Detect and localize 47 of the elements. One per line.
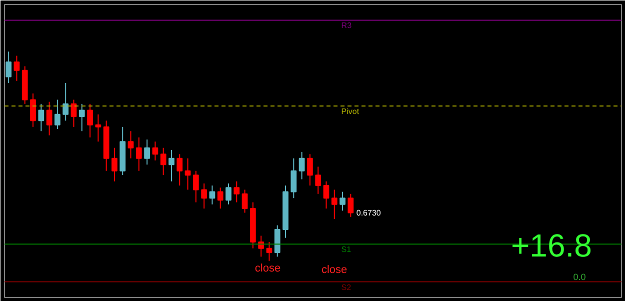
text: close <box>321 264 348 276</box>
candlestick <box>87 103 93 138</box>
candlestick <box>234 180 240 203</box>
candlestick <box>38 103 44 132</box>
candlestick <box>307 154 313 186</box>
candlestick <box>323 180 330 210</box>
ref-line-label: R3 <box>341 21 352 30</box>
ref-line-label: S2 <box>341 282 352 292</box>
candlestick <box>192 170 199 203</box>
candlestick <box>226 182 232 205</box>
candlestick <box>168 149 174 182</box>
candlestick <box>274 224 280 258</box>
candlestick <box>95 114 102 142</box>
candlestick <box>112 147 118 182</box>
candlestick <box>209 185 216 205</box>
candlestick <box>340 191 346 212</box>
candlestick <box>6 51 12 84</box>
candlestick <box>266 242 272 262</box>
candlestick <box>201 182 207 210</box>
candlestick <box>290 158 297 199</box>
ref-line-label: S1 <box>341 245 352 254</box>
text: 0.0 <box>573 272 586 282</box>
candlestick <box>331 189 338 220</box>
text: +16.8 <box>510 228 592 264</box>
ref-line-label: Pivot <box>341 107 360 116</box>
candlestick <box>315 166 322 194</box>
candlestick <box>298 152 305 180</box>
candlestick <box>128 130 134 159</box>
candlestick <box>70 99 77 128</box>
candlestick <box>152 141 158 161</box>
candlestick <box>144 138 150 166</box>
candlestick <box>348 193 354 218</box>
candlestick <box>176 154 183 186</box>
candlestick <box>62 82 69 122</box>
candlestick <box>258 235 264 258</box>
candlestick <box>30 92 36 128</box>
candlestick <box>160 147 166 176</box>
text: close <box>254 262 281 275</box>
candlestick <box>78 103 85 132</box>
candlestick <box>14 55 20 82</box>
candlestick <box>184 158 191 190</box>
text: 0.6730 <box>356 208 382 218</box>
candlestick <box>54 99 60 130</box>
candlestick <box>46 101 52 136</box>
candlestick <box>217 187 224 210</box>
candlestick <box>136 136 142 172</box>
candlestick <box>242 189 248 214</box>
